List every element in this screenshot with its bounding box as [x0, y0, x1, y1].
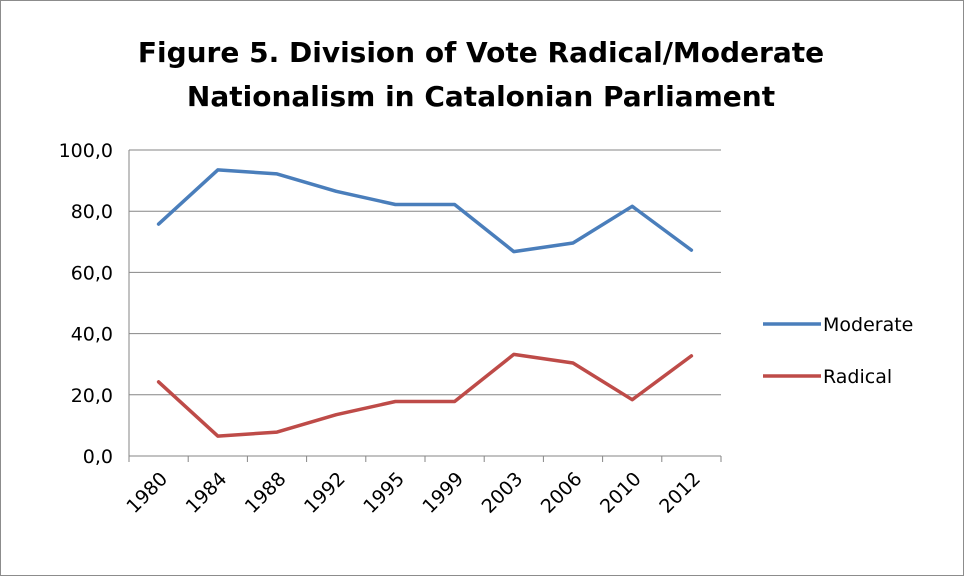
x-tick-label: 2006	[537, 468, 587, 518]
chart-title: Figure 5. Division of Vote Radical/Moder…	[61, 31, 901, 119]
y-tick-label: 60,0	[71, 262, 113, 284]
x-tick-label: 2003	[478, 468, 528, 518]
legend-label-radical: Radical	[823, 366, 892, 388]
chart-title-line-2: Nationalism in Catalonian Parliament	[186, 80, 776, 113]
y-tick-label: 80,0	[71, 201, 113, 223]
y-tick-label: 0,0	[83, 446, 113, 468]
radical-series-line	[156, 352, 694, 438]
y-tick-label: 20,0	[71, 385, 113, 407]
chart-title-line-1: Figure 5. Division of Vote Radical/Moder…	[137, 36, 825, 69]
x-tick-label: 1984	[182, 468, 232, 518]
x-tick-label: 1988	[241, 468, 291, 518]
y-tick-label: 40,0	[71, 324, 113, 346]
x-tick-label: 1995	[359, 468, 409, 518]
x-tick-label: 1999	[418, 468, 468, 518]
x-tick-label: 2012	[655, 468, 705, 518]
moderate-series-line	[156, 168, 694, 254]
legend-label-moderate: Moderate	[823, 314, 913, 336]
x-tick-label: 2010	[596, 468, 646, 518]
y-tick-label: 100,0	[59, 140, 113, 162]
x-tick-label: 1992	[300, 468, 350, 518]
x-tick-label: 1980	[122, 468, 172, 518]
